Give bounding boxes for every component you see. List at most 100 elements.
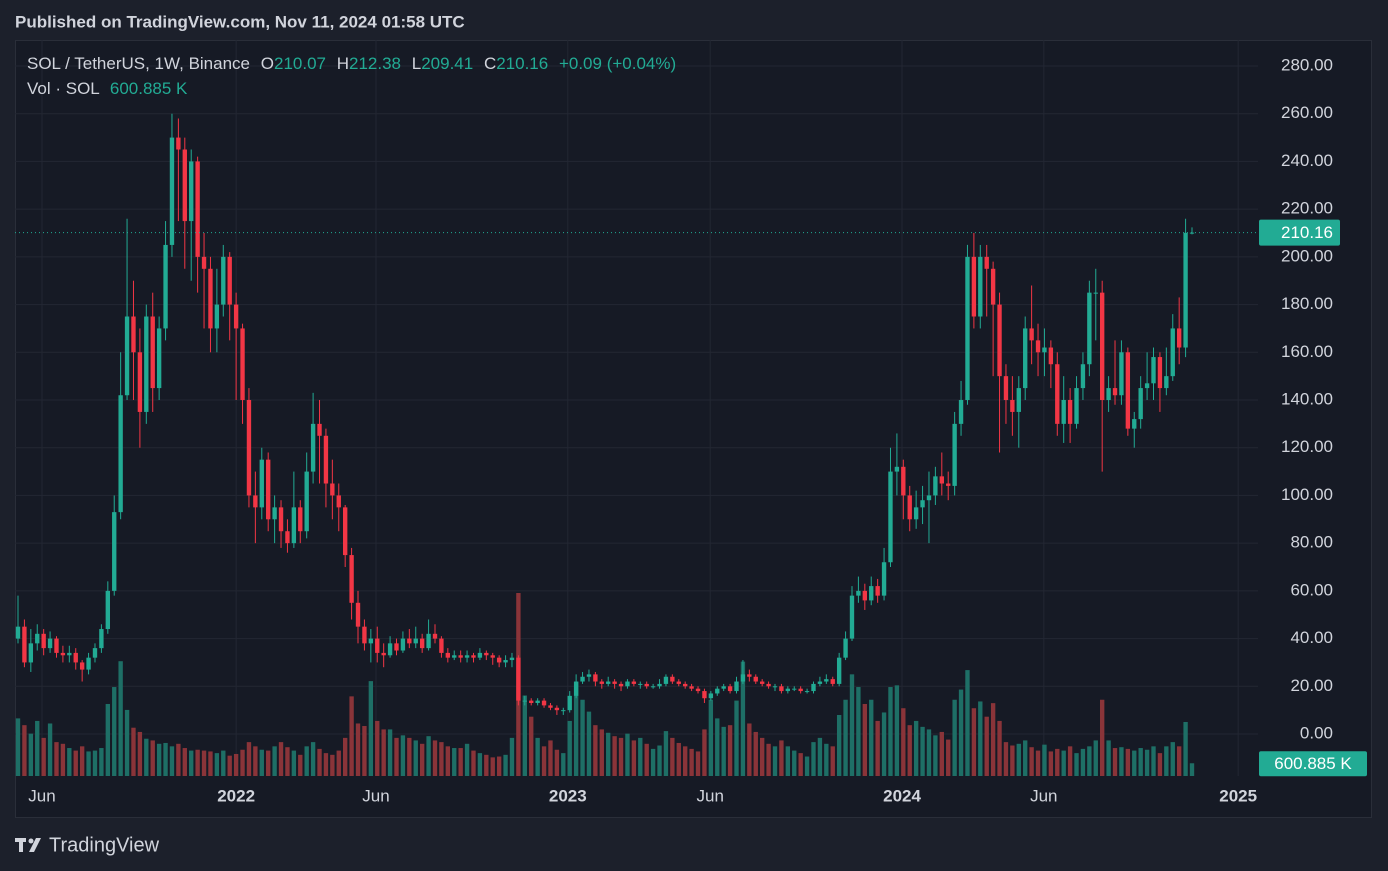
volume-bar [894,685,900,776]
last-price-tag [1259,219,1340,246]
candle-body [484,652,489,656]
volume-bar [432,740,438,776]
x-tick-label: Jun [1030,786,1057,805]
volume-bar [933,735,938,776]
candle-body [856,590,861,596]
y-tick-label: 20.00 [1290,676,1333,695]
candle-body [477,652,483,658]
volume-bar [1029,747,1034,776]
candle-body [266,459,271,520]
candle-body [836,657,842,684]
high-value: 212.38 [349,54,401,73]
candle-body [1170,328,1175,377]
volume-bar [811,742,816,776]
candle-body [272,507,277,520]
volume-bar [221,750,226,776]
candle-body [663,676,669,684]
candle-body [452,655,457,658]
volume-bar [586,711,592,776]
volume-bar [913,720,919,776]
volume-bar [182,748,187,776]
candle-body [458,655,463,658]
candle-body [1080,364,1086,389]
volume-bar [971,708,977,776]
volume-value: 600.885 K [110,79,188,98]
volume-bar [740,661,746,776]
volume-bar [1119,747,1124,776]
volume-bar [612,736,617,776]
candle-body [650,686,656,688]
candle-body [355,602,361,627]
candle-body [792,688,797,690]
volume-bar [522,695,527,776]
volume-bar [503,754,508,776]
volume-bar [1016,743,1021,776]
candle-body [881,562,887,596]
candle-body [464,655,470,658]
candle-body [535,700,540,703]
volume-bar [1003,742,1009,776]
volume-bar [189,750,194,776]
candle-body [54,638,59,653]
volume-bar [79,746,85,776]
candle-body [657,683,662,687]
volume-bar [606,732,611,776]
candle-body [233,304,239,329]
candle-body [253,495,258,508]
candle-body [926,495,932,501]
candle-body [965,256,970,401]
volume-bar [330,754,335,776]
candle-body [888,471,893,563]
volume-bar [926,729,932,776]
volume-bar [259,749,264,776]
volume-bar [1125,748,1131,776]
volume-bar [830,746,835,776]
candle-body [586,674,592,677]
candle-body [727,686,733,692]
candle-body [548,705,553,708]
candle-body [753,676,758,682]
candle-body [830,679,835,684]
x-tick-label: Jun [362,786,389,805]
symbol: SOL / TetherUS, 1W, Binance [27,54,250,73]
volume-legend: Vol · SOL 600.885 K [27,79,188,98]
volume-bar [28,733,34,776]
candle-body [73,652,78,663]
volume-bar [86,751,91,776]
volume-bar [150,740,155,776]
candle-body [593,674,598,682]
candle-body [182,149,187,222]
volume-bar [952,699,957,776]
candle-body [875,586,880,596]
volume-bar [984,716,989,776]
volume-bar [766,743,771,776]
volume-bar [695,751,701,776]
candle-body [689,686,694,689]
volume-bar [92,750,98,776]
last-price-label: 210.16 [1281,223,1333,242]
volume-bar [683,746,688,776]
volume-bar [375,720,380,776]
candle-body [86,657,91,670]
y-tick-label: 180.00 [1281,294,1333,313]
candle-body [137,352,143,412]
candle-body [387,643,393,656]
volume-bar [997,720,1002,776]
x-tick-label: 2023 [549,786,587,805]
volume-bar [490,757,495,776]
candle-body [990,268,996,305]
candle-body [740,674,746,682]
candle-body [529,700,534,703]
candle-body [1157,357,1163,389]
volume-bar [1144,749,1150,776]
x-tick-label: 2022 [217,786,255,805]
candle-body [1074,388,1079,424]
y-tick-label: 220.00 [1281,199,1333,218]
volume-bar [625,733,630,776]
chart-frame [15,40,1372,818]
candle-body [1061,400,1066,424]
candle-body [221,256,226,305]
candle-body [92,648,98,658]
volume-bar [708,699,714,776]
volume-bar [240,749,245,776]
